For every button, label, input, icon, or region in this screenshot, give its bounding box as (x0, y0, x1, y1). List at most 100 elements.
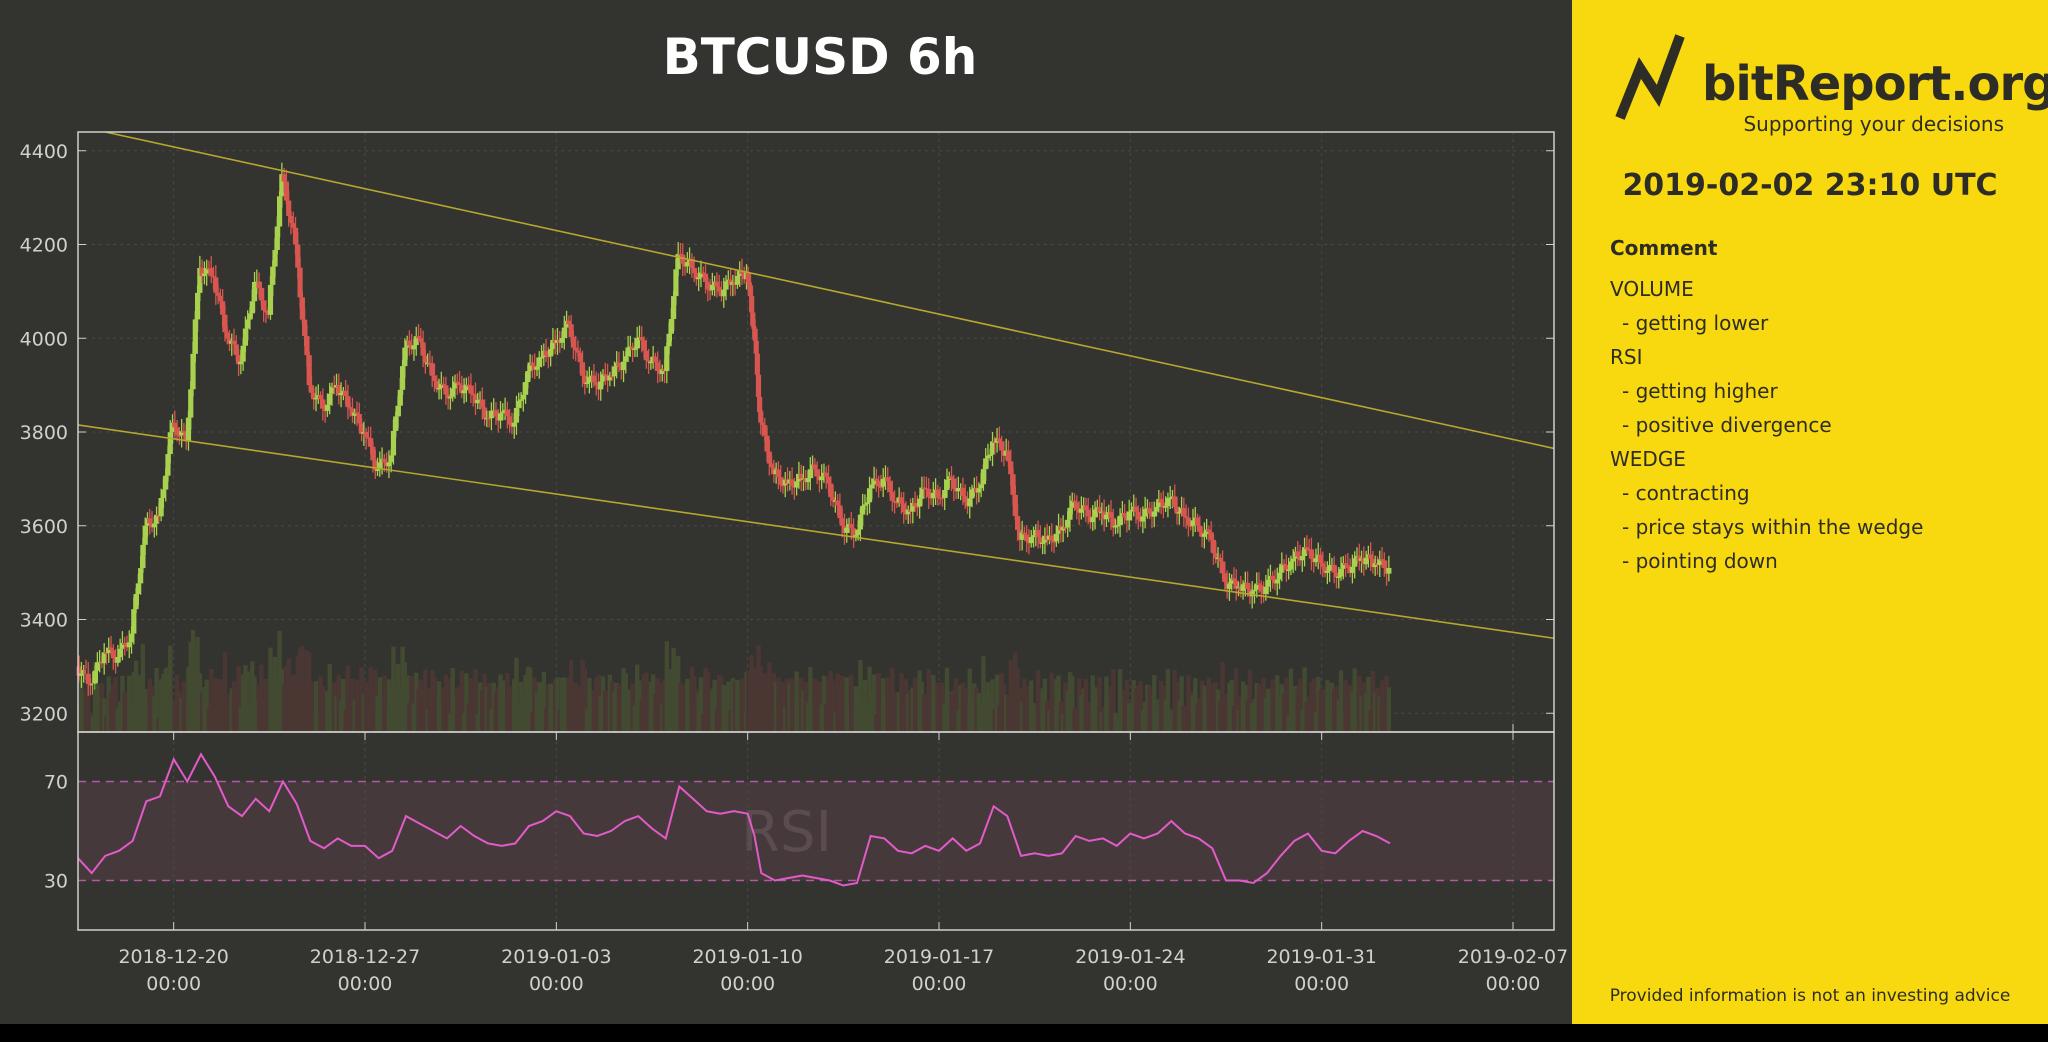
volume-bar (1377, 696, 1382, 732)
candle-body (1174, 506, 1180, 514)
candle-body (390, 430, 397, 456)
candle-body (1197, 525, 1203, 532)
volume-bar (537, 682, 542, 732)
candle-body (739, 270, 745, 274)
volume-bar (145, 699, 150, 732)
candle-body (1067, 507, 1073, 520)
candle-body (516, 400, 522, 408)
volume-bar (826, 676, 831, 732)
volume-bar (908, 690, 913, 732)
candle-body (789, 479, 795, 486)
volume-bar (890, 667, 895, 732)
time-tick-date: 2018-12-27 (310, 946, 420, 968)
volume-bar (965, 701, 970, 732)
volume-bar (486, 683, 492, 732)
volume-bar (810, 704, 815, 732)
candle-body (749, 295, 755, 313)
time-tick-time: 00:00 (912, 973, 967, 995)
volume-bar (329, 708, 335, 732)
candle-body (201, 273, 208, 277)
volume-bar (773, 681, 779, 732)
volume-bar (489, 708, 494, 732)
volume-bar (710, 688, 715, 732)
volume-bar (639, 699, 644, 732)
volume-bar (293, 676, 298, 732)
candle-body (716, 286, 722, 292)
candle-body (866, 488, 873, 503)
candle-body (1240, 584, 1246, 591)
volume-bar (789, 678, 795, 732)
candle-body (691, 267, 697, 273)
volume-bar (149, 686, 155, 732)
volume-bar (559, 677, 565, 732)
candle-body (463, 384, 469, 391)
volume-bar (195, 636, 200, 732)
volume-bar (951, 689, 957, 732)
candle-body (1281, 563, 1287, 566)
volume-bar (1167, 721, 1173, 732)
volume-bar (81, 694, 86, 732)
volume-bar (949, 693, 954, 732)
candle-body (912, 502, 918, 507)
volume-bar (1024, 697, 1029, 732)
volume-bar (1275, 675, 1280, 732)
volume-bar (1384, 675, 1389, 732)
volume-bar (1060, 713, 1066, 732)
candle-body (747, 285, 754, 296)
volume-bar (644, 672, 649, 732)
candle-body (352, 412, 358, 416)
candle-body (320, 399, 326, 409)
candle-body (1190, 520, 1196, 526)
candle-body (1090, 517, 1096, 523)
candle-body (935, 489, 941, 498)
candle-body (338, 393, 344, 396)
volume-bar (450, 668, 455, 732)
candle-body (126, 642, 132, 648)
candle-body (470, 393, 476, 396)
volume-bar (1316, 676, 1321, 732)
candle-body (758, 412, 764, 423)
candle-body (261, 300, 267, 311)
candle-body (759, 422, 766, 425)
volume-bar (1322, 690, 1328, 732)
candle-body (169, 422, 176, 433)
volume-bar (1076, 678, 1082, 732)
volume-bar (673, 667, 679, 732)
volume-bar (245, 671, 250, 732)
candle-body (147, 518, 153, 524)
volume-bar (1120, 693, 1125, 732)
candle-body (1008, 461, 1014, 475)
time-tick-time: 00:00 (1103, 973, 1158, 995)
volume-bar (302, 692, 307, 732)
volume-bar (981, 656, 986, 732)
candle-body (363, 432, 369, 438)
volume-bar (1115, 716, 1121, 732)
candle-body (288, 215, 294, 224)
candle-body (591, 375, 597, 383)
volume-bar (1331, 689, 1337, 732)
volume-bar (1229, 679, 1234, 732)
volume-bar (735, 680, 740, 732)
brand-logo[interactable] (1612, 30, 2012, 140)
candle-body (839, 518, 845, 526)
volume-bar (90, 715, 96, 732)
volume-bar (1022, 678, 1027, 732)
price-tick-label: 3400 (20, 610, 68, 632)
candle-body (696, 277, 702, 280)
volume-bar (448, 713, 453, 732)
volume-bar (1044, 701, 1050, 732)
candle-body (76, 666, 82, 676)
volume-bar (1261, 678, 1266, 732)
volume-bar (209, 668, 214, 732)
volume-bar (844, 677, 849, 732)
volume-bar (1357, 675, 1362, 732)
volume-bar (1309, 682, 1314, 732)
volume-bar (443, 674, 449, 732)
candle-body (996, 438, 1002, 442)
volume-bar (653, 693, 658, 732)
volume-bar (400, 646, 405, 732)
volume-bar (846, 708, 852, 732)
volume-bar (338, 700, 344, 732)
candle-body (452, 381, 458, 389)
comment-line: - contracting (1622, 481, 1750, 505)
